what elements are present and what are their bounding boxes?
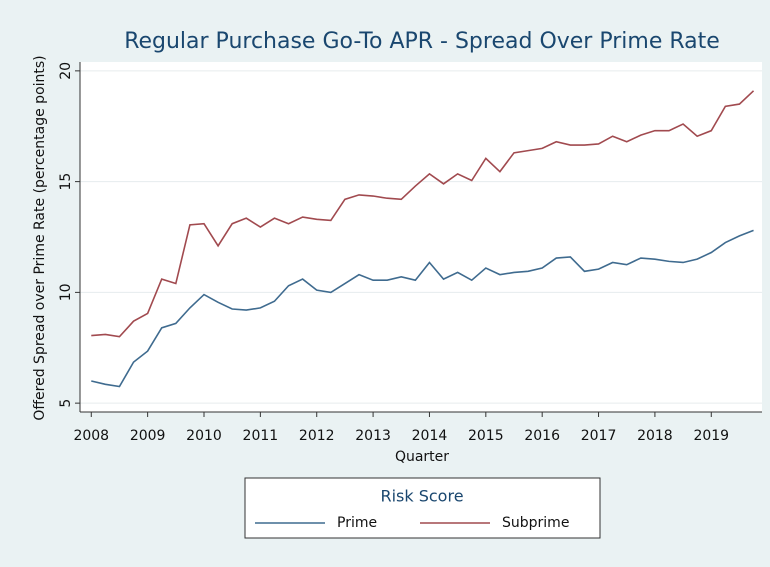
x-tick-label: 2014 <box>412 428 448 444</box>
x-tick-label: 2009 <box>130 428 166 444</box>
x-tick-label: 2016 <box>524 428 560 444</box>
y-axis-title: Offered Spread over Prime Rate (percenta… <box>32 55 48 420</box>
x-tick-label: 2018 <box>637 428 673 444</box>
x-tick-label: 2017 <box>581 428 617 444</box>
y-tick-label: 5 <box>58 399 74 408</box>
x-tick-label: 2015 <box>468 428 504 444</box>
x-tick-label: 2008 <box>73 428 109 444</box>
series-line <box>91 229 754 388</box>
x-tick-label: 2013 <box>355 428 391 444</box>
x-tick-label: 2012 <box>299 428 335 444</box>
legend-title: Risk Score <box>380 487 463 506</box>
legend-box <box>244 477 601 539</box>
x-tick-label: 2011 <box>243 428 279 444</box>
legend-label: Prime <box>337 515 377 531</box>
x-axis-title: Quarter <box>395 449 449 465</box>
y-tick-label: 15 <box>58 173 74 191</box>
y-tick-label: 20 <box>58 62 74 80</box>
legend-label: Subprime <box>502 515 569 531</box>
plot-area <box>80 62 762 412</box>
chart-title: Regular Purchase Go-To APR - Spread Over… <box>124 29 720 54</box>
x-tick-label: 2010 <box>186 428 222 444</box>
x-tick-label: 2019 <box>693 428 729 444</box>
y-tick-label: 10 <box>58 283 74 301</box>
series-line <box>91 90 755 338</box>
